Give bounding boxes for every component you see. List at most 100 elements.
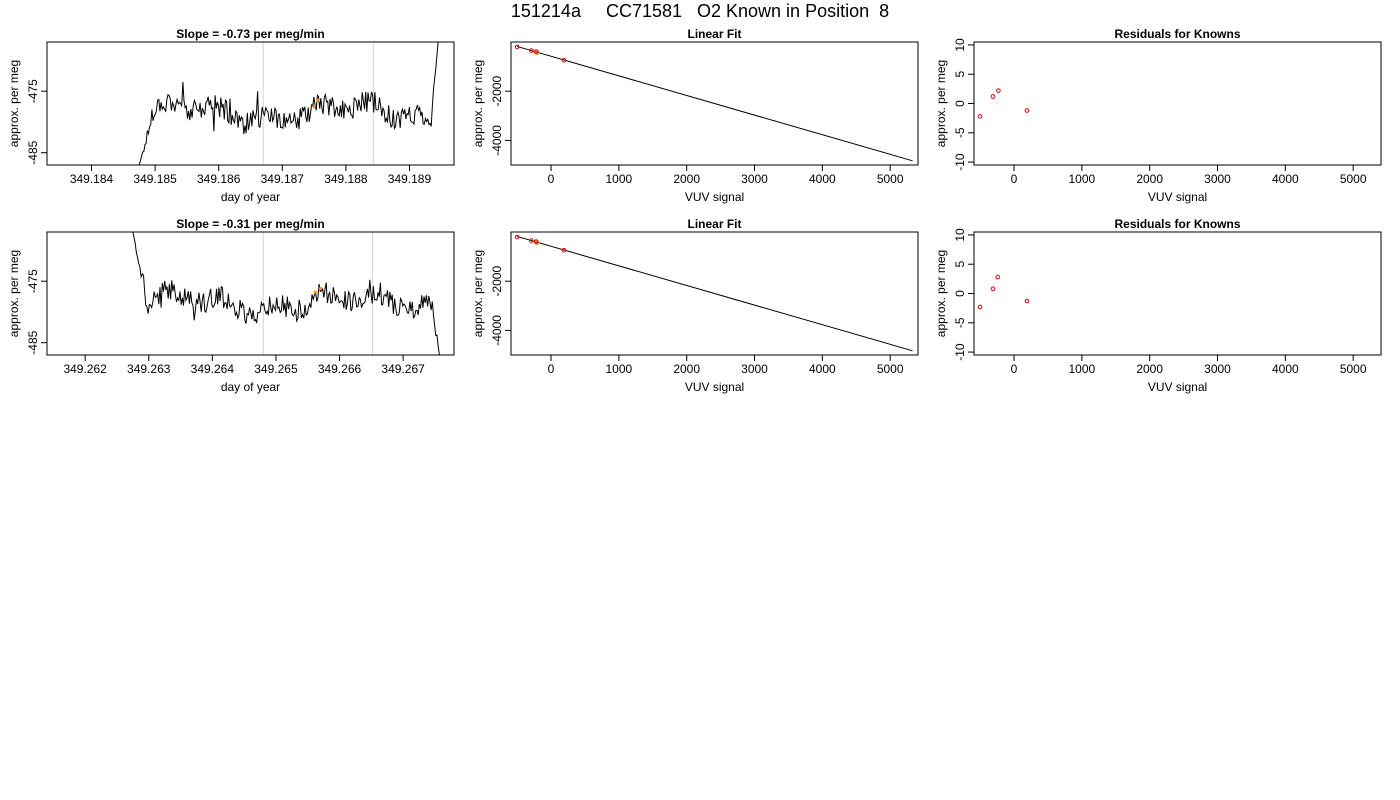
- x-tick-label: 349.188: [324, 172, 368, 186]
- data-point: [995, 274, 1001, 280]
- data-point: [990, 286, 996, 292]
- data-point: [561, 57, 567, 63]
- plot-frame: [46, 231, 455, 356]
- x-tick-label: 1000: [606, 362, 633, 376]
- x-tick-label: 0: [548, 172, 555, 186]
- panel-residuals-2: Residuals for Knowns 0 1000 2000 3000 4000 500…: [934, 217, 1382, 394]
- data-point: [561, 247, 567, 253]
- data-point: [1024, 298, 1030, 304]
- highlight-point: [313, 290, 317, 294]
- y-tick-label: 5: [953, 71, 967, 78]
- data-point: [533, 239, 539, 244]
- y-axis-label: approx. per meg: [471, 60, 485, 147]
- plot-title: Linear Fit: [687, 217, 741, 231]
- fit-line: [516, 235, 913, 352]
- y-tick-label: -4000: [490, 125, 504, 156]
- plot-title: Slope = -0.31 per meg/min: [176, 217, 324, 231]
- x-tick-label: 4000: [1272, 172, 1299, 186]
- plot-content: [138, 42, 439, 165]
- x-tick-label: 349.264: [191, 362, 235, 376]
- y-axis-label: approx. per meg: [7, 250, 21, 337]
- x-axis-label: VUV signal: [1148, 380, 1207, 394]
- x-tick-label: 4000: [809, 362, 836, 376]
- panel-linear-fit-1: Linear Fit 0 1000 2000 3000 4000 5000 VUV signa…: [471, 27, 919, 204]
- plot-content: [977, 88, 1030, 119]
- x-tick-label: 2000: [1136, 172, 1163, 186]
- highlight-point: [312, 104, 316, 109]
- y-tick-label: 0: [953, 100, 967, 107]
- data-point: [990, 94, 996, 99]
- x-tick-label: 349.185: [133, 172, 177, 186]
- x-tick-label: 1000: [1069, 362, 1096, 376]
- x-axis-label: day of year: [221, 380, 280, 394]
- data-point: [514, 234, 520, 240]
- x-axis-label: VUV signal: [685, 380, 744, 394]
- x-tick-label: 349.266: [318, 362, 362, 376]
- x-tick-label: 3000: [1204, 362, 1231, 376]
- plot-frame: [46, 41, 455, 166]
- plot-content: [132, 232, 440, 355]
- series-line: [138, 42, 439, 165]
- x-tick-label: 5000: [877, 172, 904, 186]
- fit-line: [516, 45, 913, 162]
- plot-content: [514, 234, 913, 352]
- y-tick-label: -5: [953, 127, 967, 138]
- plot-frame: [510, 231, 919, 356]
- y-tick-label: -475: [26, 79, 40, 103]
- data-point: [529, 48, 534, 53]
- x-axis-label: VUV signal: [1148, 190, 1207, 204]
- plot-title: Slope = -0.73 per meg/min: [176, 27, 324, 41]
- plot-content: [977, 274, 1030, 310]
- x-tick-label: 349.186: [197, 172, 241, 186]
- x-tick-label: 349.262: [63, 362, 107, 376]
- data-point: [977, 114, 983, 119]
- data-point: [977, 304, 983, 310]
- y-tick-label: -2000: [490, 76, 504, 107]
- y-axis-label: approx. per meg: [934, 60, 948, 147]
- y-axis-label: approx. per meg: [7, 60, 21, 147]
- y-tick-label: 5: [953, 261, 967, 268]
- y-tick-label: 0: [953, 290, 967, 297]
- highlight-point: [318, 286, 323, 291]
- x-tick-label: 349.187: [261, 172, 305, 186]
- x-tick-label: 2000: [1136, 362, 1163, 376]
- highlight-point: [316, 98, 320, 103]
- x-tick-label: 2000: [673, 172, 700, 186]
- x-tick-label: 1000: [1069, 172, 1096, 186]
- data-point: [1024, 108, 1030, 113]
- x-tick-label: 4000: [809, 172, 836, 186]
- x-tick-label: 5000: [1340, 172, 1367, 186]
- plot-content: [514, 44, 913, 162]
- x-axis-label: VUV signal: [685, 190, 744, 204]
- y-axis-label: approx. per meg: [471, 250, 485, 337]
- x-tick-label: 349.263: [127, 362, 171, 376]
- y-tick-label: -485: [26, 330, 40, 354]
- x-tick-label: 349.184: [70, 172, 114, 186]
- x-tick-label: 4000: [1272, 362, 1299, 376]
- y-tick-label: -485: [26, 140, 40, 164]
- y-tick-label: -10: [953, 153, 967, 171]
- x-tick-label: 2000: [673, 362, 700, 376]
- y-tick-label: -10: [953, 343, 967, 361]
- x-tick-label: 349.267: [381, 362, 425, 376]
- y-tick-label: 10: [953, 228, 967, 242]
- x-tick-label: 3000: [741, 362, 768, 376]
- x-tick-label: 5000: [1340, 362, 1367, 376]
- plot-frame: [510, 41, 919, 166]
- y-tick-label: -2000: [490, 266, 504, 297]
- plot-title: Residuals for Knowns: [1114, 217, 1240, 231]
- plot-frame: [973, 231, 1382, 356]
- y-axis-label: approx. per meg: [934, 250, 948, 337]
- panel-linear-fit-2: Linear Fit 0 1000 2000 3000 4000 5000 VUV signa…: [471, 217, 919, 394]
- y-tick-label: 10: [953, 38, 967, 52]
- plot-frame: [973, 41, 1382, 166]
- x-axis-label: day of year: [221, 190, 280, 204]
- data-point: [533, 49, 539, 54]
- x-tick-label: 0: [1011, 362, 1018, 376]
- y-tick-label: -475: [26, 269, 40, 293]
- plot-title: Linear Fit: [687, 27, 741, 41]
- panel-time-series-1: Slope = -0.73 per meg/min 349.184 349.185 3…: [7, 27, 455, 204]
- x-tick-label: 0: [548, 362, 555, 376]
- y-tick-label: -5: [953, 317, 967, 328]
